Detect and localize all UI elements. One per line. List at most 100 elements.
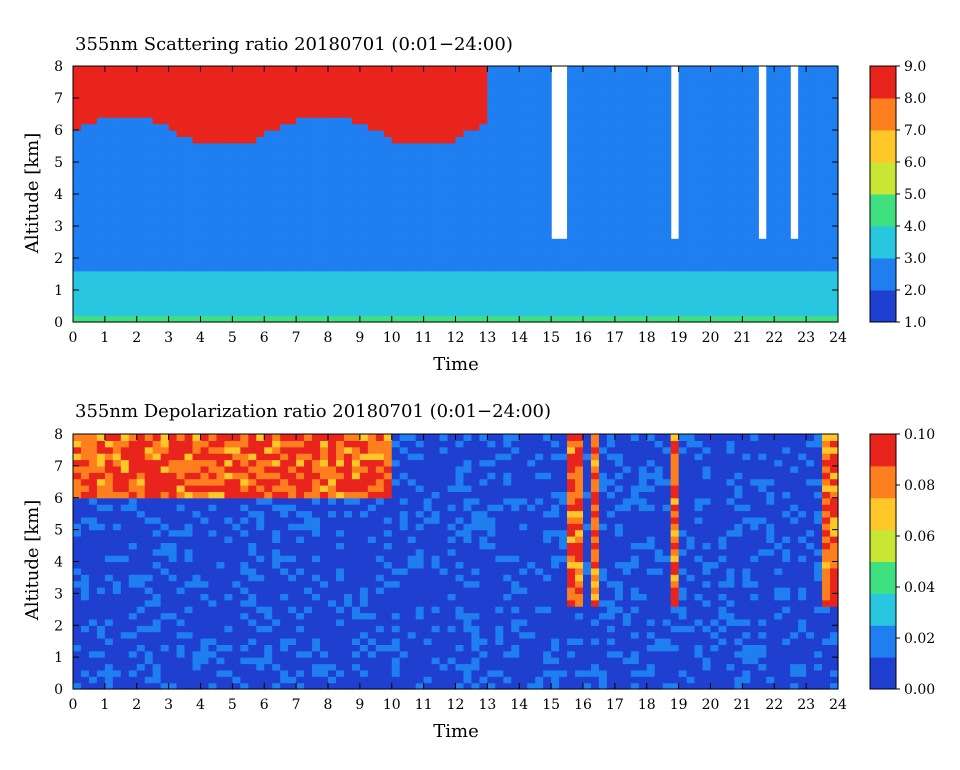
heatmap-cell [144,612,154,620]
heatmap-cell [511,174,520,182]
heatmap-cell [782,194,791,201]
heatmap-cell [280,453,289,461]
heatmap-cell [320,219,329,227]
heatmap-cell [73,168,82,176]
heatmap-cell [527,245,536,253]
heatmap-cell [176,523,186,531]
heatmap-cell [479,98,488,105]
heatmap-cell [224,491,233,499]
heatmap-cell [543,155,552,163]
heatmap-cell [407,264,417,272]
heatmap-cell [280,219,289,227]
heatmap-cell [798,110,807,118]
heatmap-cell [511,123,520,131]
heatmap-cell [359,290,369,297]
heatmap-cell [192,504,202,512]
heatmap-cell [256,277,265,285]
heatmap-cell [96,136,106,144]
heatmap-cell [622,238,632,246]
heatmap-cell [662,251,672,259]
heatmap-cell [264,459,273,467]
heatmap-cell [152,459,162,467]
heatmap-cell [742,149,751,157]
heatmap-cell [80,516,90,524]
heatmap-cell [104,567,114,575]
heatmap-cell [288,206,297,214]
heatmap-cell [96,631,106,639]
heatmap-cell [216,110,226,118]
heatmap-cell [519,85,528,93]
heatmap-cell [184,497,194,505]
heatmap-cell [383,309,393,317]
heatmap-cell [495,315,504,323]
heatmap-cell [455,290,465,297]
heatmap-cell [136,72,146,80]
heatmap-cell [622,78,632,86]
heatmap-cell [606,245,616,253]
heatmap-cell [479,270,488,278]
heatmap-cell [232,465,241,473]
heatmap-cell [630,123,640,131]
heatmap-cell [335,219,345,227]
heatmap-cell [216,315,226,323]
heatmap-cell [192,510,202,518]
heatmap-cell [814,136,823,144]
heatmap-cell [654,168,664,176]
heatmap-cell [176,136,186,144]
heatmap-cell [351,290,361,297]
heatmap-cell [96,149,106,157]
heatmap-cell [320,258,329,265]
heatmap-cell [415,270,425,278]
heatmap-cell [112,536,122,543]
x-tick-label: 22 [765,330,783,346]
heatmap-cell [798,66,807,73]
heatmap-cell [264,434,273,441]
heatmap-cell [726,117,736,125]
heatmap-cell [678,162,688,169]
heatmap-cell [718,168,728,176]
heatmap-cell [184,446,194,454]
heatmap-cell [399,296,409,304]
heatmap-cell [431,302,441,310]
heatmap-cell [455,302,465,310]
heatmap-cell [168,504,178,512]
heatmap-cell [136,453,146,461]
heatmap-cell [200,593,210,601]
heatmap-cell [750,85,759,93]
heatmap-cell [646,277,656,285]
heatmap-cell [367,194,377,201]
heatmap-cell [288,504,297,512]
heatmap-cell [750,174,759,182]
heatmap-cell [567,270,576,278]
heatmap-cell [136,149,146,157]
heatmap-cell [734,219,743,227]
heatmap-cell [630,104,640,112]
heatmap-cell [216,104,226,112]
heatmap-cell [590,213,600,221]
heatmap-cell [224,510,233,518]
heatmap-cell [88,213,98,221]
heatmap-cell [120,561,130,569]
heatmap-cell [479,264,488,272]
heatmap-cell [160,631,170,639]
heatmap-cell [583,136,592,144]
heatmap-cell [407,149,417,157]
heatmap-cell [718,130,728,137]
heatmap-cell [104,599,114,607]
heatmap-cell [431,219,441,227]
heatmap-cell [296,283,305,291]
heatmap-cell [288,434,297,441]
heatmap-cell [702,117,712,125]
heatmap-cell [479,72,488,80]
heatmap-cell [654,110,664,118]
heatmap-cell [447,219,457,227]
heatmap-cell [248,200,257,208]
heatmap-cell [224,567,233,575]
heatmap-cell [144,459,154,467]
heatmap-cell [256,580,265,588]
heatmap-cell [192,669,202,677]
heatmap-cell [88,599,98,607]
heatmap-cell [160,162,170,169]
heatmap-cell [288,296,297,304]
heatmap-cell [216,168,226,176]
